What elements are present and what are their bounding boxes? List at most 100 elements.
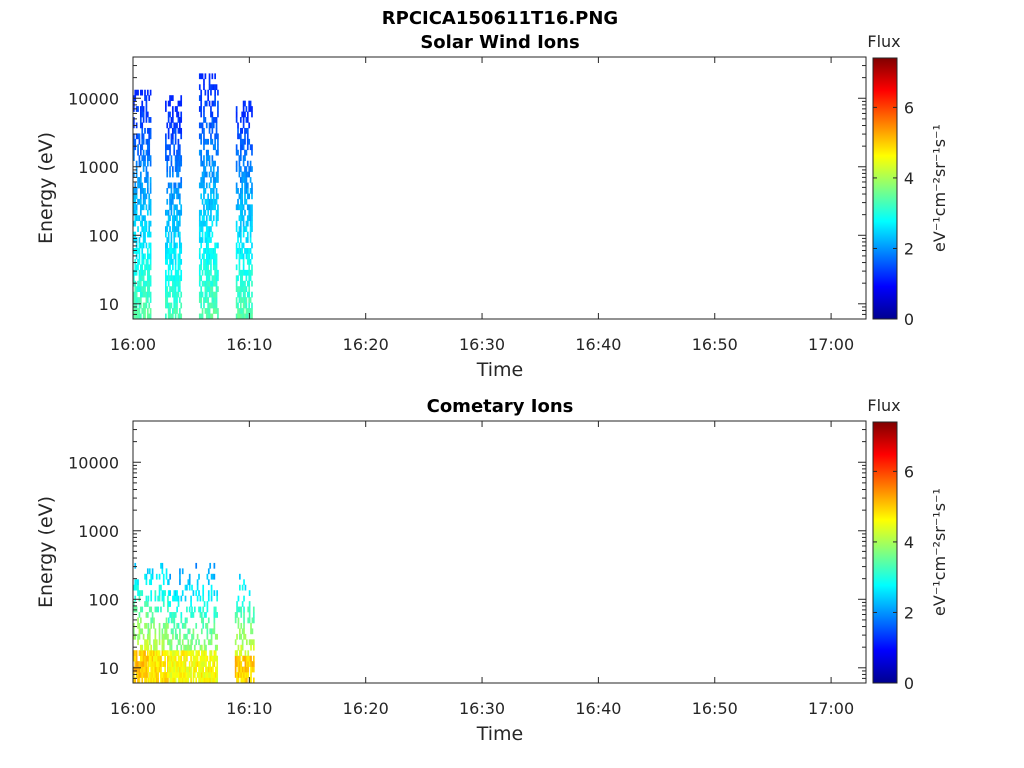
heatmap-cell bbox=[246, 248, 249, 254]
heatmap-cell bbox=[180, 655, 183, 662]
heatmap-cell bbox=[177, 661, 180, 667]
heatmap-cell bbox=[160, 666, 162, 673]
heatmap-cell bbox=[201, 237, 204, 243]
heatmap-cell bbox=[144, 677, 146, 684]
heatmap-cell bbox=[177, 269, 180, 276]
heatmap-cell bbox=[142, 215, 145, 222]
heatmap-cell bbox=[134, 291, 137, 298]
heatmap-cell bbox=[133, 220, 135, 227]
heatmap-cell bbox=[246, 231, 249, 238]
heatmap-cell bbox=[146, 258, 149, 265]
heatmap-cell bbox=[207, 149, 210, 156]
heatmap-cell bbox=[248, 253, 251, 260]
heatmap-cell bbox=[176, 275, 178, 282]
heatmap-cell bbox=[167, 144, 170, 151]
heatmap-cell bbox=[239, 248, 242, 254]
heatmap-cell bbox=[137, 182, 139, 189]
heatmap-cell bbox=[241, 198, 244, 205]
heatmap-cell bbox=[161, 644, 164, 651]
heatmap-cell bbox=[203, 204, 205, 211]
heatmap-cell bbox=[208, 127, 211, 134]
heatmap-cell bbox=[184, 661, 187, 667]
heatmap-cell bbox=[203, 155, 205, 162]
heatmap-cell bbox=[171, 258, 174, 265]
heatmap-cell bbox=[216, 666, 219, 673]
heatmap-cell bbox=[173, 617, 176, 624]
heatmap-cell bbox=[188, 661, 191, 667]
heatmap-cell bbox=[204, 209, 207, 216]
heatmap-cell bbox=[176, 666, 178, 673]
heatmap-cell bbox=[198, 661, 200, 667]
heatmap-cell bbox=[166, 188, 169, 194]
heatmap-cell bbox=[165, 291, 167, 298]
heatmap-cell bbox=[246, 313, 249, 320]
heatmap-cell bbox=[147, 633, 150, 640]
heatmap-cell bbox=[203, 644, 206, 651]
heatmap-cell bbox=[146, 291, 149, 298]
heatmap-cell bbox=[169, 253, 171, 260]
heatmap-cell bbox=[242, 242, 245, 249]
heatmap-cell bbox=[169, 677, 171, 684]
colorbar-tick-label: 0 bbox=[904, 674, 914, 693]
heatmap-cell bbox=[207, 248, 210, 254]
heatmap-cell bbox=[146, 138, 149, 145]
heatmap-cell bbox=[178, 209, 181, 216]
heatmap-cell bbox=[183, 633, 185, 640]
heatmap-cell bbox=[177, 264, 180, 271]
heatmap-cell bbox=[249, 269, 252, 276]
heatmap-cell bbox=[237, 127, 239, 134]
heatmap-cell bbox=[169, 655, 171, 662]
heatmap-cell bbox=[236, 633, 238, 640]
heatmap-cell bbox=[209, 639, 212, 646]
heatmap-cell bbox=[215, 291, 218, 298]
panel-1-axes: 16:00 16:10 16:20 16:30 16:40 16:50 17:0010100… bbox=[68, 56, 866, 354]
heatmap-cell bbox=[165, 622, 168, 629]
heatmap-cell bbox=[148, 286, 151, 293]
heatmap-cell bbox=[248, 612, 251, 618]
heatmap-cell bbox=[180, 275, 183, 282]
heatmap-cell bbox=[180, 291, 183, 298]
heatmap-cell bbox=[212, 177, 215, 183]
heatmap-cell bbox=[217, 138, 219, 145]
heatmap-cell bbox=[158, 633, 161, 640]
heatmap-cell bbox=[173, 149, 176, 156]
heatmap-cell bbox=[174, 297, 177, 303]
heatmap-cell bbox=[181, 650, 184, 657]
heatmap-cell bbox=[208, 226, 211, 232]
heatmap-cell bbox=[147, 666, 150, 673]
heatmap-cell bbox=[211, 127, 214, 134]
heatmap-cell bbox=[137, 248, 139, 254]
heatmap-cell bbox=[249, 215, 252, 222]
heatmap-cell bbox=[157, 672, 160, 678]
heatmap-cell bbox=[217, 313, 219, 320]
heatmap-cell bbox=[177, 666, 180, 673]
heatmap-cell bbox=[242, 269, 245, 276]
heatmap-cell bbox=[166, 198, 169, 205]
heatmap-cell bbox=[207, 204, 210, 211]
heatmap-cell bbox=[207, 155, 210, 162]
heatmap-cell bbox=[208, 122, 211, 129]
heatmap-cell bbox=[173, 302, 176, 309]
heatmap-cell bbox=[210, 584, 213, 591]
x-tick-label: 17:00 bbox=[808, 335, 854, 354]
heatmap-cell bbox=[214, 160, 216, 167]
heatmap-cell bbox=[166, 122, 169, 129]
heatmap-cell bbox=[146, 253, 149, 260]
heatmap-cell bbox=[206, 677, 209, 684]
heatmap-cell bbox=[133, 269, 135, 276]
heatmap-cell bbox=[145, 666, 148, 673]
heatmap-cell bbox=[235, 302, 238, 309]
heatmap-cell bbox=[145, 149, 148, 156]
heatmap-cell bbox=[245, 302, 248, 309]
heatmap-cell bbox=[234, 639, 237, 646]
heatmap-cell bbox=[239, 193, 242, 200]
heatmap-cell bbox=[251, 280, 253, 287]
heatmap-cell bbox=[249, 220, 252, 227]
heatmap-cell bbox=[142, 633, 145, 640]
heatmap-cell bbox=[249, 275, 252, 282]
heatmap-cell bbox=[169, 644, 171, 651]
heatmap-cell bbox=[141, 590, 144, 596]
heatmap-cell bbox=[251, 291, 253, 298]
heatmap-cell bbox=[245, 677, 248, 684]
heatmap-cell bbox=[181, 666, 184, 673]
